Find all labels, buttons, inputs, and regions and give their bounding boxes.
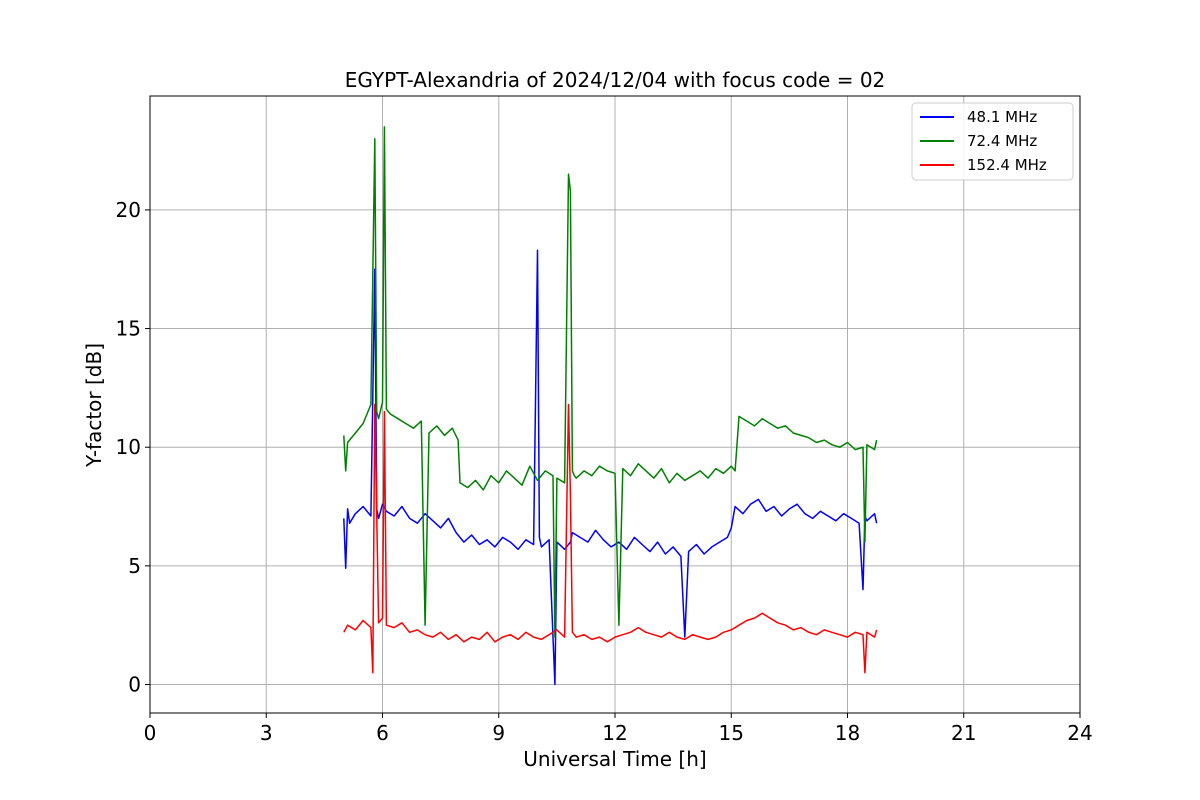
x-tick-label: 9: [492, 721, 505, 745]
legend-label-152-4-mhz: 152.4 MHz: [967, 156, 1047, 174]
y-tick-label: 10: [116, 435, 141, 459]
y-axis-label: Y-factor [dB]: [82, 343, 106, 468]
legend-label-72-4-mhz: 72.4 MHz: [967, 132, 1037, 150]
axis-ticks: 0 3 6 9 12 15 18 21 24 0 5 10 15 20: [116, 198, 1093, 745]
legend-box: [911, 102, 1074, 181]
x-tick-label: 21: [951, 721, 976, 745]
y-tick-label: 0: [128, 673, 141, 697]
y-tick-label: 5: [128, 554, 141, 578]
x-tick-label: 0: [144, 721, 157, 745]
legend-label-48-1-mhz: 48.1 MHz: [967, 108, 1037, 126]
x-tick-label: 15: [719, 721, 744, 745]
chart-title: EGYPT-Alexandria of 2024/12/04 with focu…: [345, 68, 886, 92]
x-tick-label: 6: [376, 721, 389, 745]
series-line-72-4-mhz: [343, 126, 878, 638]
y-tick-label: 20: [116, 198, 141, 222]
x-tick-label: 18: [835, 721, 860, 745]
y-tick-label: 15: [116, 317, 141, 341]
legend: 48.1 MHz 72.4 MHz 152.4 MHz: [911, 102, 1074, 181]
x-tick-label: 3: [260, 721, 273, 745]
x-axis-label: Universal Time [h]: [523, 747, 706, 771]
series-line-48-1-mhz: [343, 249, 878, 686]
plot-series: [343, 126, 878, 686]
series-line-152-4-mhz: [343, 403, 878, 674]
x-tick-label: 24: [1067, 721, 1092, 745]
x-tick-label: 12: [602, 721, 627, 745]
